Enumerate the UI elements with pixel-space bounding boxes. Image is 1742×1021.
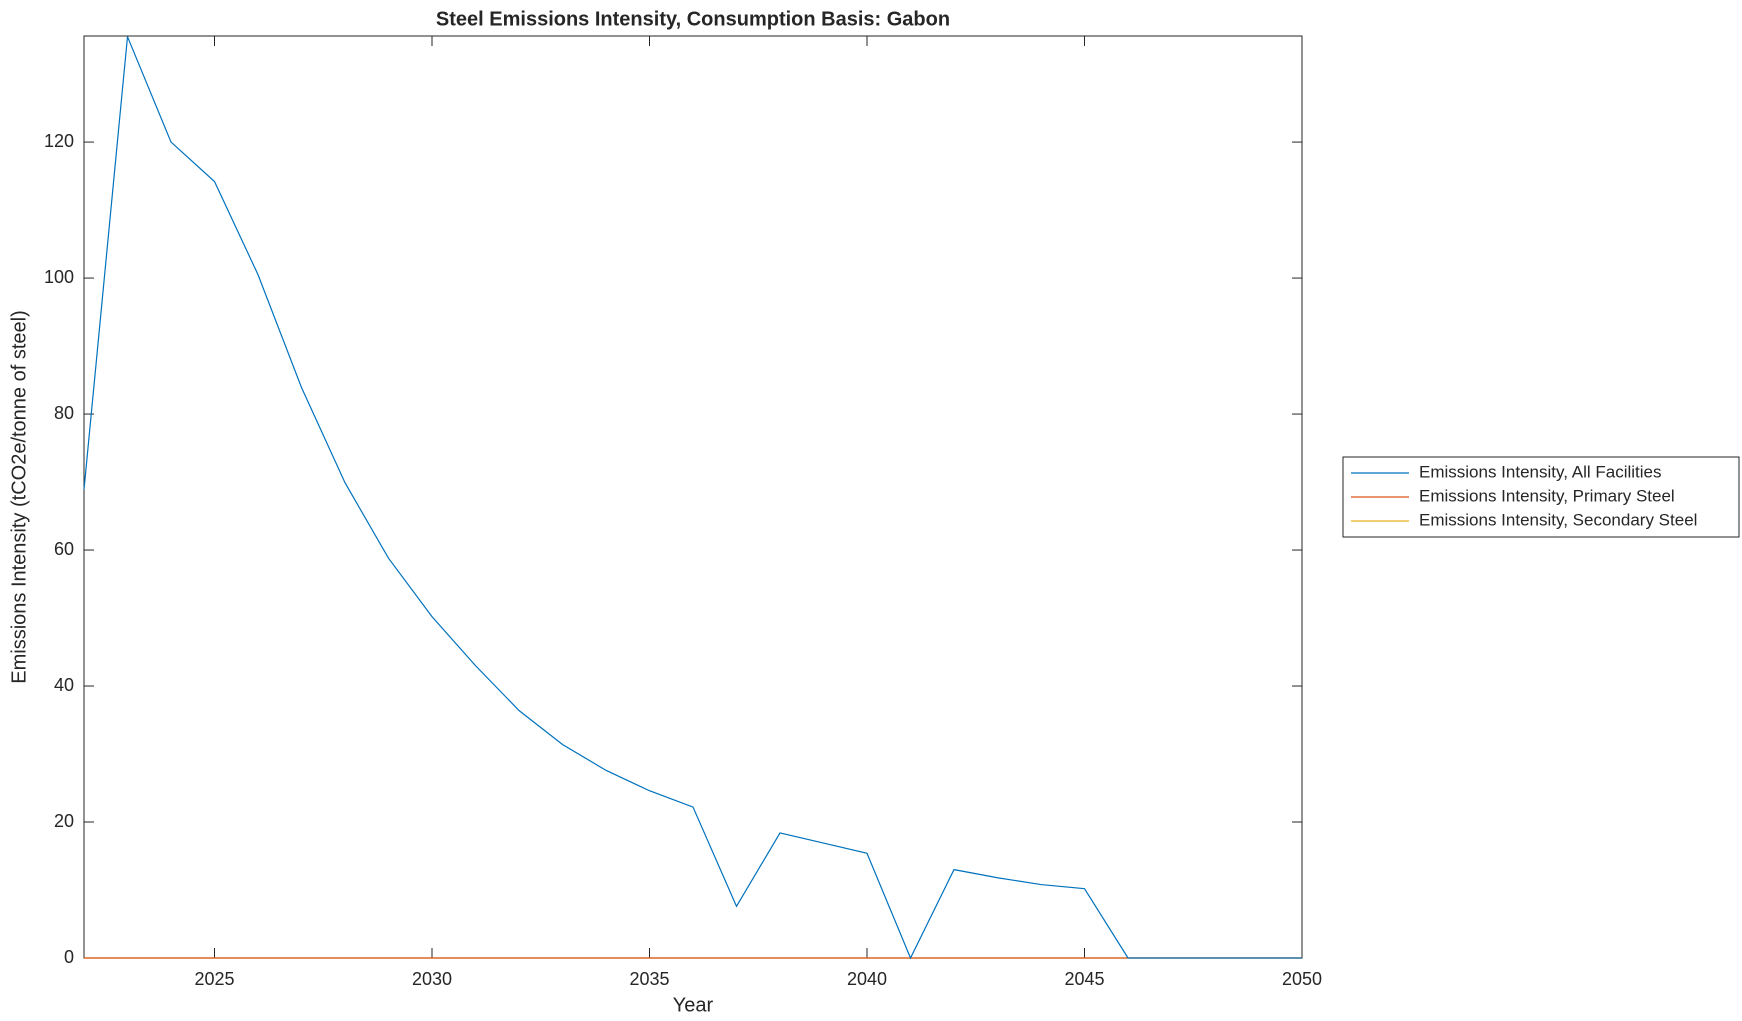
x-axis-label: Year bbox=[673, 994, 714, 1016]
y-tick-label: 100 bbox=[44, 267, 74, 287]
y-tick-label: 0 bbox=[64, 947, 74, 967]
y-tick-label: 80 bbox=[54, 403, 74, 423]
chart-title: Steel Emissions Intensity, Consumption B… bbox=[436, 8, 950, 30]
x-tick-label: 2035 bbox=[629, 969, 669, 989]
y-tick-label: 40 bbox=[54, 675, 74, 695]
legend-label: Emissions Intensity, All Facilities bbox=[1419, 462, 1661, 481]
plot-area bbox=[83, 35, 1303, 959]
x-tick-label: 2025 bbox=[194, 969, 234, 989]
x-tick-label: 2045 bbox=[1064, 969, 1104, 989]
legend-label: Emissions Intensity, Secondary Steel bbox=[1419, 510, 1697, 529]
x-tick-label: 2040 bbox=[847, 969, 887, 989]
y-axis-label: Emissions Intensity (tCO2e/tonne of stee… bbox=[8, 310, 30, 684]
x-tick-label: 2050 bbox=[1282, 969, 1322, 989]
x-tick-label: 2030 bbox=[412, 969, 452, 989]
y-tick-label: 20 bbox=[54, 811, 74, 831]
y-tick-label: 120 bbox=[44, 131, 74, 151]
y-tick-label: 60 bbox=[54, 539, 74, 559]
legend-label: Emissions Intensity, Primary Steel bbox=[1419, 486, 1675, 505]
series-line bbox=[83, 36, 1302, 960]
